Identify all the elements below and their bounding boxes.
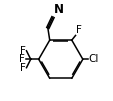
Text: N: N [53, 3, 63, 16]
Text: F: F [20, 46, 26, 56]
Text: F: F [19, 54, 25, 64]
Text: F: F [75, 25, 81, 35]
Text: F: F [20, 63, 26, 73]
Text: Cl: Cl [88, 54, 98, 64]
